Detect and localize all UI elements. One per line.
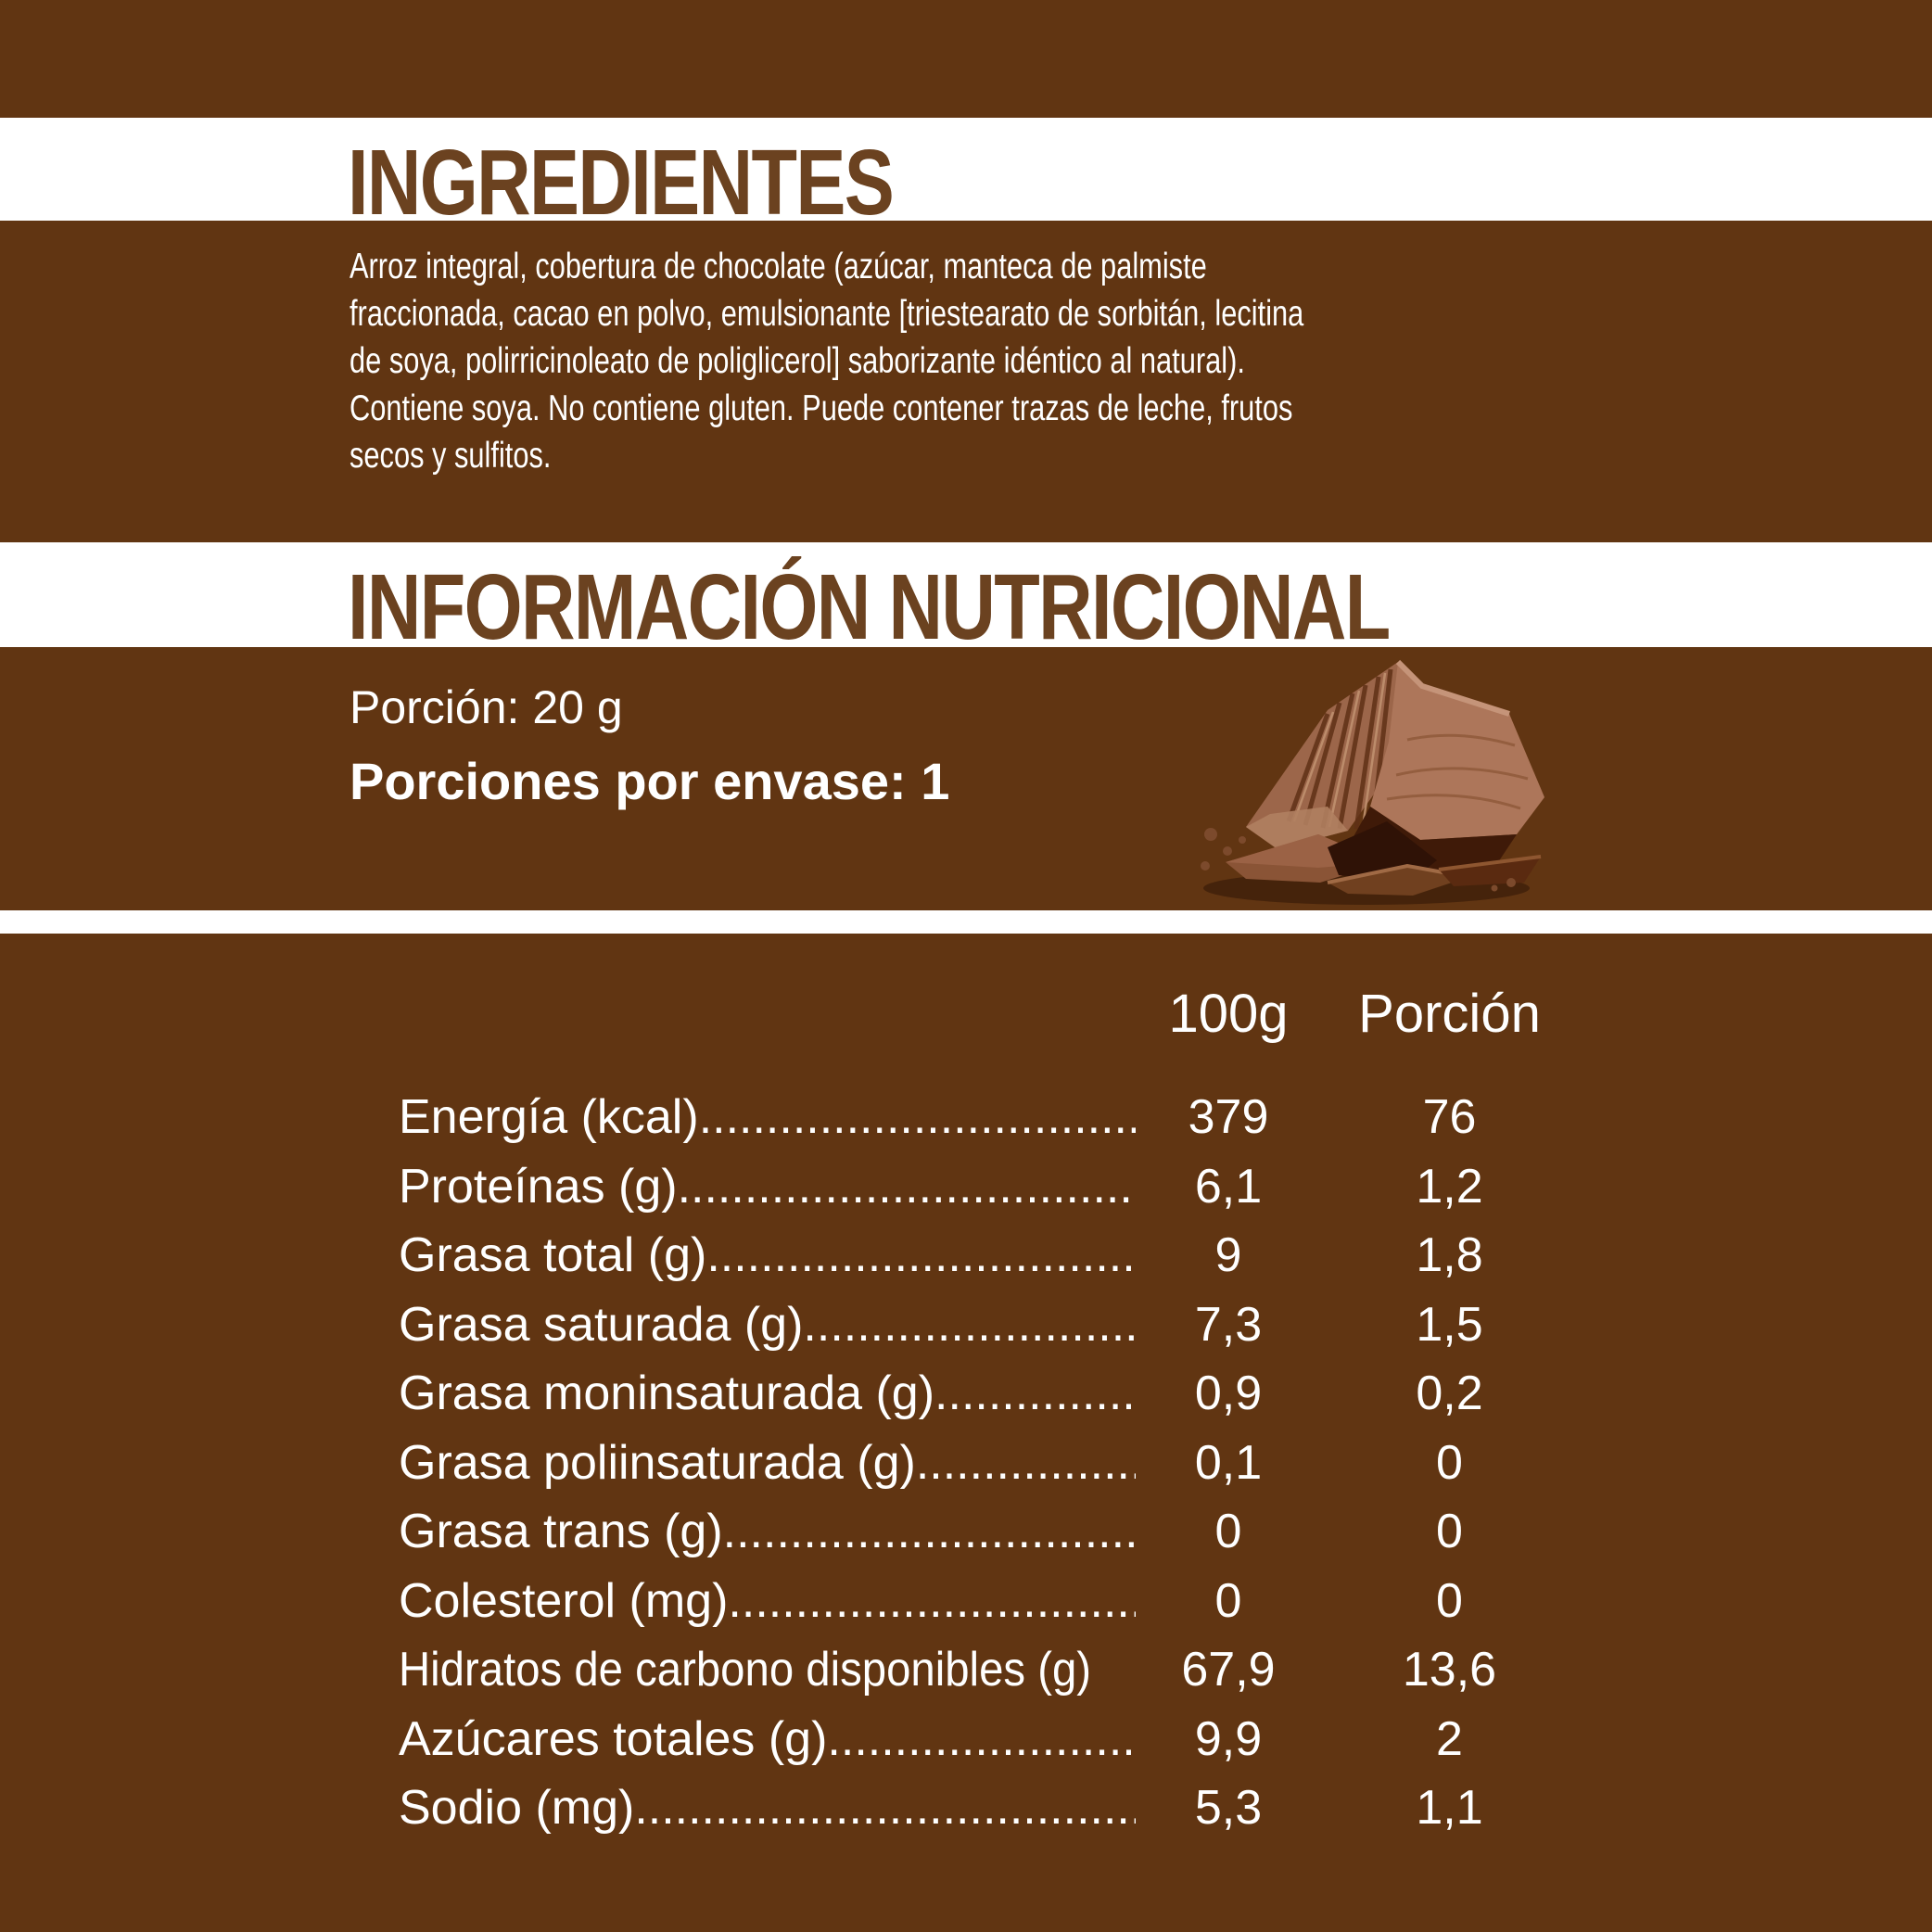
table-row: Sodio (mg)..............................… [399, 1773, 1578, 1843]
row-label: Grasa saturada (g)......................… [399, 1297, 1136, 1353]
ingredients-line: Arroz integral, cobertura de chocolate (… [350, 247, 1207, 286]
row-label-text: Colesterol (mg) [399, 1573, 729, 1628]
leader-dots: ........................................… [706, 1228, 1136, 1283]
row-label: Grasa poliinsaturada (g)................… [399, 1435, 1136, 1491]
ingredients-line: Contiene soya. No contiene gluten. Puede… [350, 388, 1293, 428]
row-label-text: Grasa total (g) [399, 1228, 707, 1283]
table-row: Proteínas (g)...........................… [399, 1152, 1578, 1222]
section-divider [0, 910, 1932, 934]
ingredients-line: de soya, polirricinoleato de poliglicero… [350, 341, 1245, 381]
table-row: Azúcares totales (g)....................… [399, 1705, 1578, 1774]
row-label: Grasa total (g).........................… [399, 1227, 1136, 1283]
value-portion: 1,8 [1416, 1228, 1483, 1283]
serving-info: Porción: 20 g Porciones por envase: 1 [350, 680, 949, 811]
ingredients-title: INGREDIENTES [348, 131, 895, 235]
leader-dots: ........................................… [677, 1159, 1136, 1214]
value-portion: 1,5 [1416, 1297, 1483, 1352]
table-header-row: 100g Porción [399, 979, 1578, 1048]
table-body: Energía (kcal)..........................… [399, 1083, 1578, 1843]
table-row: Grasa total (g).........................… [399, 1221, 1578, 1290]
row-label: Grasa trans (g).........................… [399, 1504, 1136, 1559]
row-label-text: Grasa trans (g) [399, 1505, 723, 1559]
value-100g: 0,1 [1194, 1435, 1263, 1490]
servings-per-pack-text: Porciones por envase: 1 [350, 752, 950, 810]
value-100g: 0,9 [1194, 1366, 1263, 1421]
nutrition-band [0, 542, 1932, 647]
value-portion: 0 [1436, 1435, 1463, 1490]
row-label-text: Azúcares totales (g) [399, 1711, 828, 1766]
row-label-text: Proteínas (g) [399, 1159, 678, 1214]
value-100g: 6,1 [1194, 1159, 1263, 1214]
leader-dots: ........................................… [934, 1366, 1136, 1421]
ingredients-paragraph: Arroz integral, cobertura de chocolate (… [350, 243, 1557, 479]
value-portion: 0 [1436, 1505, 1463, 1559]
value-100g: 7,3 [1194, 1297, 1263, 1352]
value-portion: 2 [1436, 1711, 1463, 1766]
value-100g: 0 [1214, 1505, 1242, 1559]
table-row: Colesterol (mg).........................… [399, 1567, 1578, 1636]
leader-dots: ........................................… [803, 1297, 1136, 1352]
table-row: Grasa moninsaturada (g).................… [399, 1359, 1578, 1429]
value-100g: 67,9 [1181, 1643, 1276, 1697]
table-row: Energía (kcal)..........................… [399, 1083, 1578, 1152]
table-row: Grasa trans (g).........................… [399, 1497, 1578, 1567]
leader-dots: ........................................… [634, 1781, 1136, 1836]
nutrition-table: 100g Porción Energía (kcal).............… [399, 979, 1578, 1843]
chocolate-chunks-image [1201, 659, 1544, 905]
value-100g: 0 [1214, 1573, 1242, 1628]
row-label: Proteínas (g)...........................… [399, 1159, 1136, 1214]
row-label: Sodio (mg)..............................… [399, 1780, 1136, 1836]
value-100g: 379 [1188, 1090, 1269, 1145]
value-portion: 76 [1422, 1090, 1477, 1145]
leader-dots: ........................................… [915, 1435, 1136, 1490]
row-label: Energía (kcal)..........................… [399, 1089, 1136, 1145]
value-portion: 0,2 [1416, 1366, 1483, 1421]
leader-dots: ........................................… [698, 1090, 1136, 1145]
row-label-text: Grasa poliinsaturada (g) [399, 1435, 916, 1490]
row-label-text: Hidratos de carbono disponibles (g) [399, 1643, 1092, 1697]
table-row: Grasa poliinsaturada (g)................… [399, 1429, 1578, 1498]
table-row: Hidratos de carbono disponibles (g) 67,9… [399, 1635, 1578, 1705]
leader-dots: ........................................… [827, 1711, 1136, 1766]
row-label-text: Energía (kcal) [399, 1090, 699, 1145]
nutrition-title: INFORMACIÓN NUTRICIONAL [348, 555, 1391, 659]
row-label-text: Sodio (mg) [399, 1781, 635, 1836]
leader-dots: ........................................… [722, 1505, 1136, 1559]
row-label: Hidratos de carbono disponibles (g) [399, 1642, 1136, 1697]
row-label: Azúcares totales (g)....................… [399, 1711, 1136, 1767]
table-row: Grasa saturada (g)......................… [399, 1290, 1578, 1360]
serving-size-text: Porción: 20 g [350, 681, 623, 733]
value-portion: 13,6 [1402, 1643, 1497, 1697]
value-portion: 0 [1436, 1573, 1463, 1628]
row-label-text: Grasa saturada (g) [399, 1297, 804, 1352]
value-portion: 1,2 [1416, 1159, 1483, 1214]
value-100g: 9,9 [1194, 1711, 1263, 1766]
value-100g: 9 [1214, 1228, 1242, 1283]
leader-dots: ........................................… [728, 1573, 1136, 1628]
column-header-100g: 100g [1168, 983, 1289, 1044]
ingredients-line: fraccionada, cacao en polvo, emulsionant… [350, 294, 1304, 334]
value-portion: 1,1 [1416, 1781, 1483, 1836]
column-header-portion: Porción [1358, 983, 1541, 1044]
ingredients-band [0, 118, 1932, 221]
row-label: Grasa moninsaturada (g).................… [399, 1366, 1136, 1421]
ingredients-line: secos y sulfitos. [350, 436, 552, 476]
row-label: Colesterol (mg).........................… [399, 1573, 1136, 1629]
value-100g: 5,3 [1194, 1781, 1263, 1836]
row-label-text: Grasa moninsaturada (g) [399, 1366, 935, 1421]
